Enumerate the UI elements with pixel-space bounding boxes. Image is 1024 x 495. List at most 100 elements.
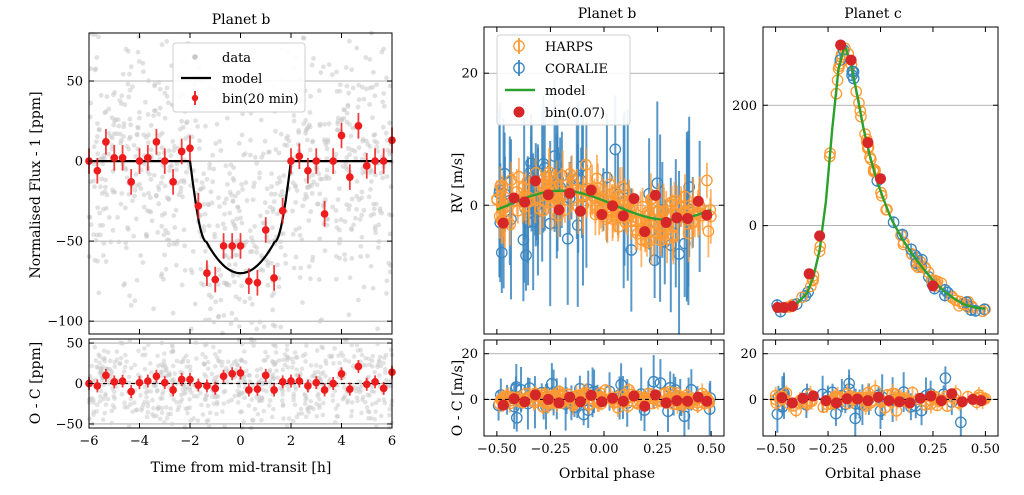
data-point: [148, 177, 154, 182]
coralie-point: [647, 375, 660, 388]
data-point: [347, 275, 353, 281]
data-point: [203, 317, 208, 323]
data-point: [372, 93, 378, 99]
data-point: [164, 38, 170, 44]
data-point: [122, 165, 128, 171]
data-point: [125, 226, 131, 232]
binned-residual: [519, 396, 531, 408]
residual-point: [273, 350, 279, 355]
data-point: [283, 260, 289, 266]
data-point: [234, 216, 240, 222]
coralie-point: [520, 249, 532, 262]
residual-point: [255, 411, 261, 417]
harps-point: [513, 170, 525, 183]
residual-point: [210, 394, 215, 399]
data-point: [359, 84, 365, 90]
data-point: [233, 193, 238, 199]
binned-point: [177, 147, 186, 156]
data-point: [334, 225, 340, 231]
y-tick-label: 50: [66, 337, 83, 352]
data-point: [280, 231, 286, 237]
data-point: [384, 174, 390, 179]
coralie-point: [495, 246, 508, 259]
data-point: [101, 240, 107, 246]
data-point: [387, 120, 392, 126]
coralie-point: [978, 303, 991, 316]
data-point: [309, 190, 315, 196]
data-point: [249, 235, 254, 241]
binned-point: [295, 152, 304, 161]
residual-point: [254, 367, 260, 373]
residual-point: [174, 399, 179, 405]
legend-box: [172, 42, 306, 113]
residual-point: [93, 358, 99, 363]
data-point: [130, 198, 135, 204]
residual-point: [319, 344, 324, 350]
residual-point: [136, 372, 141, 378]
data-point: [189, 134, 195, 140]
data-point: [358, 243, 364, 249]
binned-point: [228, 242, 237, 250]
data-point: [293, 227, 299, 233]
binned-residual: [925, 390, 937, 402]
residual-point: [163, 368, 168, 374]
residual-point: [353, 389, 359, 394]
data-point: [261, 151, 266, 157]
residual-point: [205, 366, 211, 371]
data-point: [278, 245, 284, 250]
residual-point: [198, 390, 203, 396]
residual-point: [185, 406, 190, 411]
data-point: [167, 164, 173, 170]
binned-residual: [797, 392, 809, 404]
data-point: [322, 121, 328, 127]
residual-point: [297, 371, 303, 376]
data-point: [235, 190, 241, 196]
data-point: [96, 34, 101, 40]
data-point: [270, 225, 275, 231]
residual-point: [127, 339, 133, 344]
residual-point: [302, 401, 308, 407]
binned-residual: [379, 384, 388, 393]
data-point: [173, 207, 179, 213]
data-point: [323, 176, 329, 182]
data-point: [162, 115, 168, 121]
data-point: [276, 284, 282, 290]
data-point: [228, 321, 234, 327]
data-point: [201, 171, 207, 177]
residual-point: [204, 341, 209, 347]
data-point: [125, 81, 131, 87]
binned-point: [845, 54, 857, 66]
binned-point: [287, 157, 295, 165]
data-point: [123, 240, 129, 246]
residual-point: [180, 387, 186, 393]
data-point: [375, 148, 380, 154]
data-point: [300, 35, 306, 41]
data-point: [355, 297, 361, 303]
data-point: [242, 151, 248, 157]
binned-residual: [607, 392, 619, 404]
data-point: [94, 55, 100, 60]
data-point: [123, 245, 129, 251]
data-point: [184, 169, 189, 175]
binned-point: [135, 157, 144, 165]
residual-point: [126, 423, 132, 429]
data-point: [224, 181, 230, 187]
binned-point: [786, 300, 798, 312]
binned-residual: [127, 387, 136, 396]
residual-point: [124, 359, 129, 364]
coralie-point: [969, 304, 982, 317]
residual-point: [163, 405, 169, 410]
binned-residual: [639, 400, 651, 412]
data-point: [200, 185, 206, 190]
data-point: [365, 253, 370, 259]
residual-point: [285, 354, 290, 360]
data-point: [380, 175, 386, 181]
data-point: [237, 208, 242, 214]
binned-point: [329, 157, 338, 165]
residual-point: [232, 393, 237, 399]
residual-point: [263, 349, 268, 355]
residual-point: [241, 375, 247, 380]
data-point: [276, 150, 282, 156]
data-point: [296, 225, 302, 231]
data-point: [133, 216, 139, 222]
